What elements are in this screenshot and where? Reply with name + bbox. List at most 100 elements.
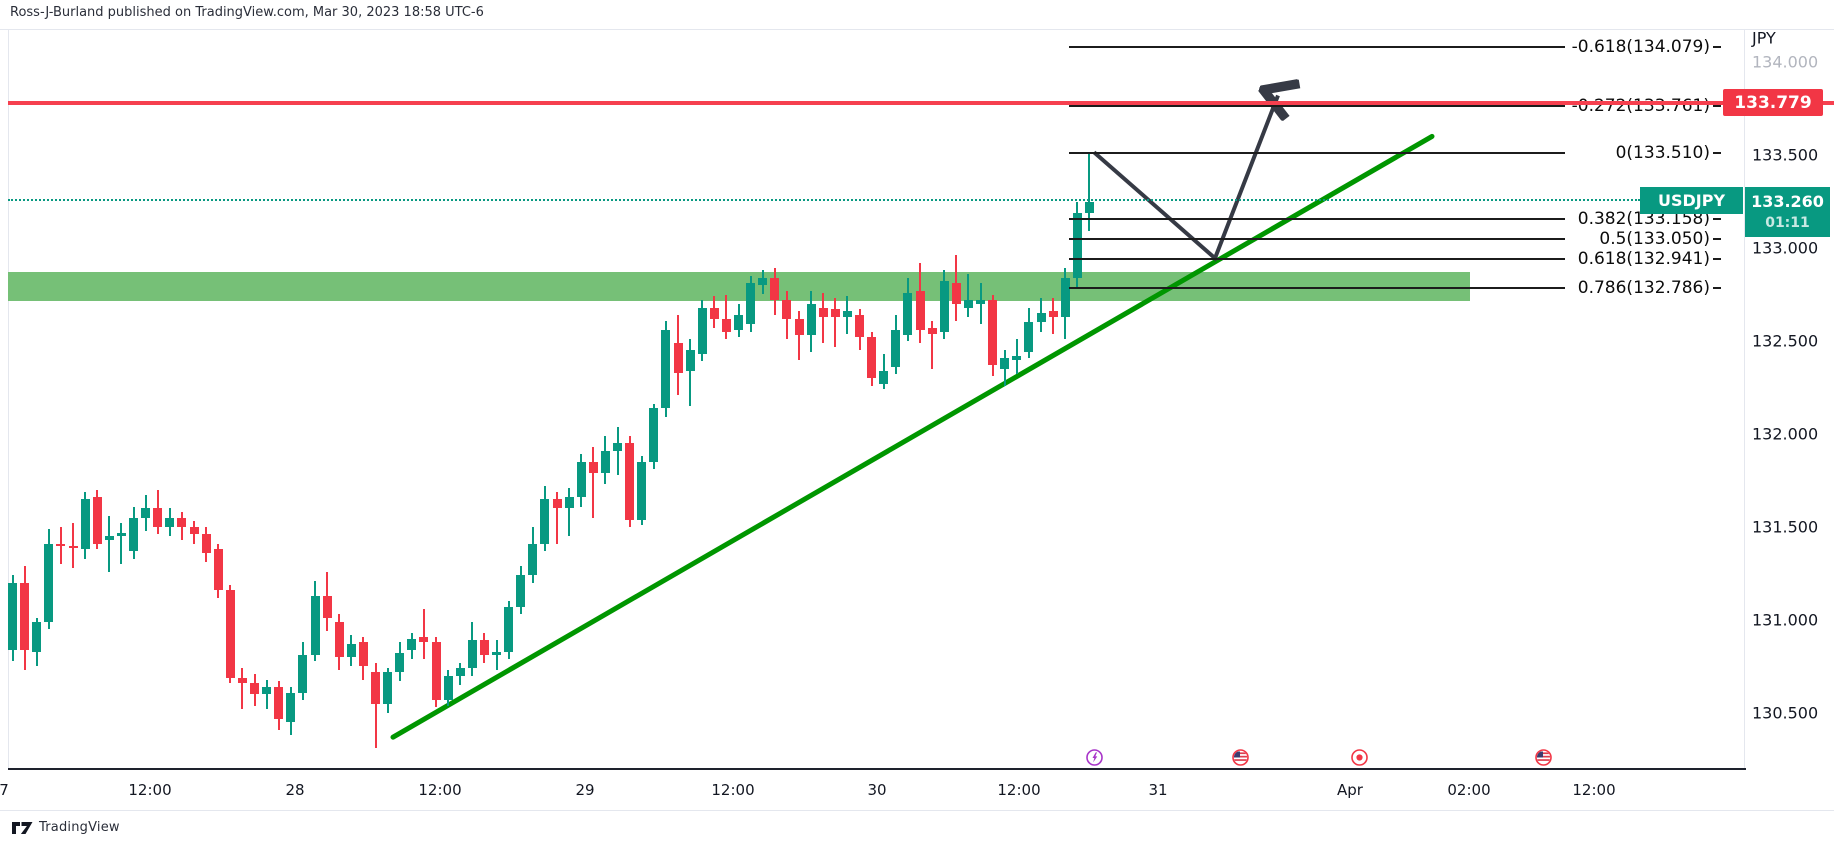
candle-body xyxy=(1084,201,1094,213)
candle-body xyxy=(371,672,380,704)
candle-body xyxy=(818,307,828,317)
candle-wick xyxy=(1088,153,1091,232)
fib-line[interactable] xyxy=(1069,286,1565,289)
fib-axis-tick xyxy=(1713,257,1721,260)
candle-body xyxy=(782,300,792,319)
candle-body xyxy=(225,590,235,678)
chart-left-border xyxy=(8,29,9,770)
candle-body xyxy=(92,497,102,544)
candle-body xyxy=(552,499,562,509)
fib-axis-tick xyxy=(1713,237,1721,240)
price-tick-label: 133.500 xyxy=(1752,145,1819,165)
fib-line[interactable] xyxy=(1069,152,1565,155)
candle-body xyxy=(1012,355,1022,360)
lightning-icon[interactable] xyxy=(1085,749,1103,766)
alert-price-badge[interactable]: 133.779 xyxy=(1723,89,1823,116)
japan-flag-icon[interactable] xyxy=(1350,749,1368,766)
time-tick-label: 12:00 xyxy=(418,781,462,799)
current-price-line xyxy=(8,198,1640,201)
candle-body xyxy=(794,318,804,336)
price-tick-label: 133.000 xyxy=(1752,238,1819,258)
fib-axis-tick xyxy=(1713,105,1721,108)
candle-body xyxy=(504,606,514,652)
candle-wick xyxy=(108,515,111,572)
chart-top-border xyxy=(0,29,1834,30)
candle-body xyxy=(310,595,320,656)
us-flag-icon[interactable] xyxy=(1231,749,1249,766)
tradingview-brand-text: TradingView xyxy=(39,820,120,835)
candle-body xyxy=(419,636,429,643)
candle-body xyxy=(201,534,211,554)
candle-body xyxy=(395,653,405,673)
time-tick-label: 29 xyxy=(575,781,595,799)
fib-label: -0.618(134.079) xyxy=(1571,37,1710,58)
time-tick-label: 12:00 xyxy=(128,781,172,799)
last-price-badge[interactable]: 133.260 01:11 xyxy=(1745,187,1830,237)
candle-body xyxy=(20,582,30,650)
candle-body xyxy=(189,527,199,535)
candle-body xyxy=(600,450,610,474)
candle-body xyxy=(407,638,417,650)
candle-body xyxy=(842,311,852,317)
candle-body xyxy=(746,283,756,325)
candle-body xyxy=(80,499,90,550)
price-axis-border xyxy=(1744,29,1745,770)
candle-wick xyxy=(265,679,268,710)
candle-body xyxy=(129,517,138,552)
candle-body xyxy=(346,644,356,658)
us-flag-icon[interactable] xyxy=(1534,749,1552,766)
candle-body xyxy=(213,549,223,591)
candle-body xyxy=(951,283,961,304)
fib-line[interactable] xyxy=(1069,105,1565,108)
fib-line[interactable] xyxy=(1069,217,1565,220)
fib-label: 0.5(133.050) xyxy=(1599,228,1710,249)
resistance-line[interactable] xyxy=(8,100,1834,105)
candle-wick xyxy=(725,294,728,340)
candle-body xyxy=(358,642,368,667)
candle-body xyxy=(1072,212,1082,278)
tradingview-glyph-icon xyxy=(12,821,33,834)
fib-label: 0(133.510) xyxy=(1615,143,1710,164)
candle-body xyxy=(673,342,683,373)
price-tick-label: 130.500 xyxy=(1752,703,1819,723)
candle-body xyxy=(1048,311,1058,317)
tradingview-logo[interactable]: TradingView xyxy=(12,820,120,835)
candle-body xyxy=(262,686,272,695)
candle-body xyxy=(104,536,114,541)
footer-separator xyxy=(0,810,1834,811)
candle-body xyxy=(697,307,707,355)
candle-wick xyxy=(834,298,837,347)
candle-body xyxy=(613,443,622,451)
fib-label: 0.618(132.941) xyxy=(1577,248,1710,269)
candle-body xyxy=(988,300,998,366)
candle-body xyxy=(661,329,671,408)
fib-line[interactable] xyxy=(1069,237,1565,240)
symbol-badge[interactable]: USDJPY xyxy=(1640,187,1743,214)
candle-body xyxy=(564,497,574,509)
candle-body xyxy=(939,281,949,332)
last-price-value: 133.260 xyxy=(1751,192,1824,212)
candle-body xyxy=(576,461,586,498)
candle-body xyxy=(709,307,719,319)
time-tick-label: 31 xyxy=(1148,781,1168,799)
projection-arrow[interactable] xyxy=(1092,95,1278,262)
candle-body xyxy=(322,595,332,619)
fib-line[interactable] xyxy=(1069,257,1565,260)
candle-body xyxy=(250,683,259,695)
ascending-trendline[interactable] xyxy=(390,133,1435,740)
candle-body xyxy=(177,517,187,527)
candle-wick xyxy=(931,320,934,369)
price-axis-currency-label[interactable]: JPY xyxy=(1752,28,1776,48)
candle-body xyxy=(274,686,284,719)
candle-body xyxy=(165,517,175,527)
candle-body xyxy=(286,692,296,723)
candle-body xyxy=(637,461,647,520)
candle-body xyxy=(806,303,816,336)
price-tick-label: 132.000 xyxy=(1752,424,1819,444)
fib-axis-tick xyxy=(1713,46,1721,49)
candle-body xyxy=(685,350,695,371)
fib-line[interactable] xyxy=(1069,46,1565,49)
candle-wick xyxy=(592,447,595,518)
